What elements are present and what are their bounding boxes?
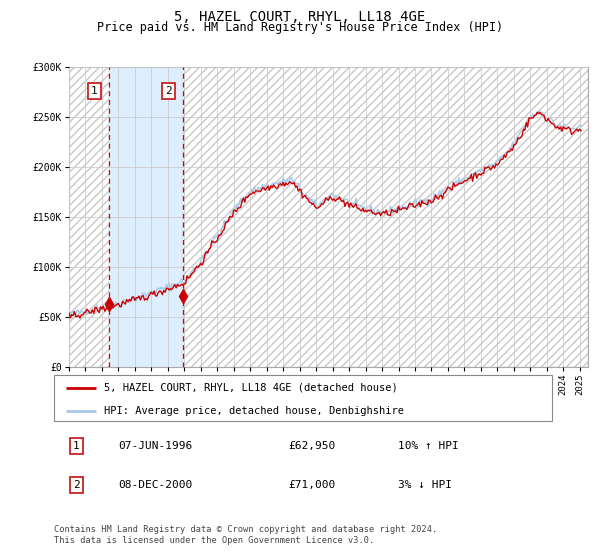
- Text: £62,950: £62,950: [288, 441, 335, 451]
- FancyBboxPatch shape: [54, 375, 552, 421]
- Text: Contains HM Land Registry data © Crown copyright and database right 2024.
This d: Contains HM Land Registry data © Crown c…: [54, 525, 437, 545]
- Text: 2: 2: [73, 480, 80, 490]
- Text: 5, HAZEL COURT, RHYL, LL18 4GE (detached house): 5, HAZEL COURT, RHYL, LL18 4GE (detached…: [104, 382, 398, 393]
- Text: Price paid vs. HM Land Registry's House Price Index (HPI): Price paid vs. HM Land Registry's House …: [97, 21, 503, 34]
- Text: 2: 2: [165, 86, 172, 96]
- Text: 08-DEC-2000: 08-DEC-2000: [119, 480, 193, 490]
- Bar: [183, 67, 588, 367]
- Text: 3% ↓ HPI: 3% ↓ HPI: [398, 480, 452, 490]
- Bar: [109, 67, 183, 367]
- Bar: [69, 67, 109, 367]
- Text: 10% ↑ HPI: 10% ↑ HPI: [398, 441, 458, 451]
- Text: 1: 1: [73, 441, 80, 451]
- Text: 07-JUN-1996: 07-JUN-1996: [119, 441, 193, 451]
- Text: HPI: Average price, detached house, Denbighshire: HPI: Average price, detached house, Denb…: [104, 406, 404, 416]
- Text: 5, HAZEL COURT, RHYL, LL18 4GE: 5, HAZEL COURT, RHYL, LL18 4GE: [175, 10, 425, 24]
- Text: 1: 1: [91, 86, 98, 96]
- Text: £71,000: £71,000: [288, 480, 335, 490]
